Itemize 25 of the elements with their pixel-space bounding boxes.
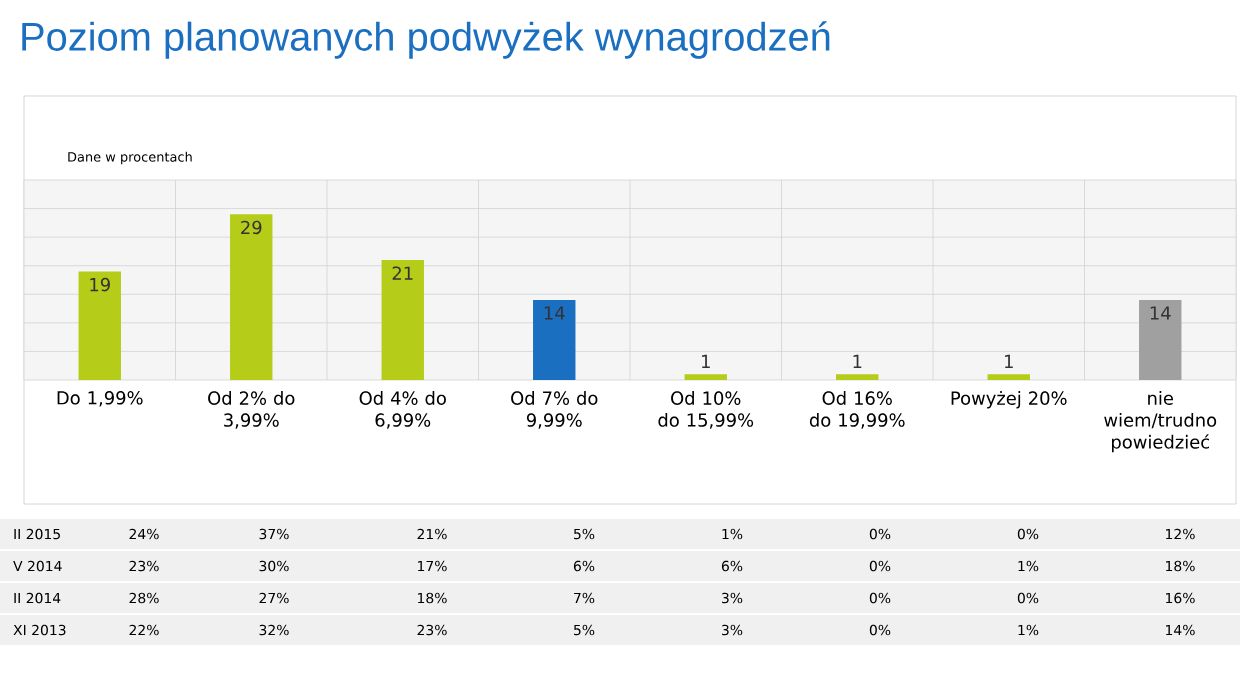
- x-tick-label: Od 4% do 6,99%: [359, 391, 446, 429]
- x-tick-label: Od 10% do 15,99%: [658, 391, 754, 429]
- data-label: 21: [392, 266, 413, 280]
- bar: [381, 260, 424, 380]
- data-label: 14: [1150, 306, 1171, 320]
- x-tick-label: Od 7% do 9,99%: [511, 391, 598, 429]
- x-tick-label: Do 1,99%: [57, 391, 143, 407]
- bar: [1139, 300, 1182, 380]
- data-label: 14: [544, 306, 565, 320]
- x-tick-label: Powyżej 20%: [951, 391, 1067, 409]
- data-label: 1: [702, 354, 710, 368]
- data-label: 19: [90, 277, 110, 292]
- bar: [230, 214, 273, 380]
- bar: [836, 374, 879, 380]
- data-label: 1: [1005, 354, 1013, 368]
- chart-title: Poziom planowanych podwyżek wynagrodzeń: [22, 21, 830, 59]
- bar: [987, 374, 1030, 380]
- x-tick-label: Od 16% do 19,99%: [809, 391, 905, 429]
- bar: [533, 300, 576, 380]
- data-label: 29: [241, 220, 262, 235]
- x-tick-label: nie wiem/trudno powiedzieć: [1104, 391, 1217, 453]
- x-tick-label: Od 2% do 3,99%: [208, 391, 295, 429]
- bar: [78, 271, 121, 380]
- data-label: 1: [853, 354, 862, 368]
- bar: [684, 374, 727, 380]
